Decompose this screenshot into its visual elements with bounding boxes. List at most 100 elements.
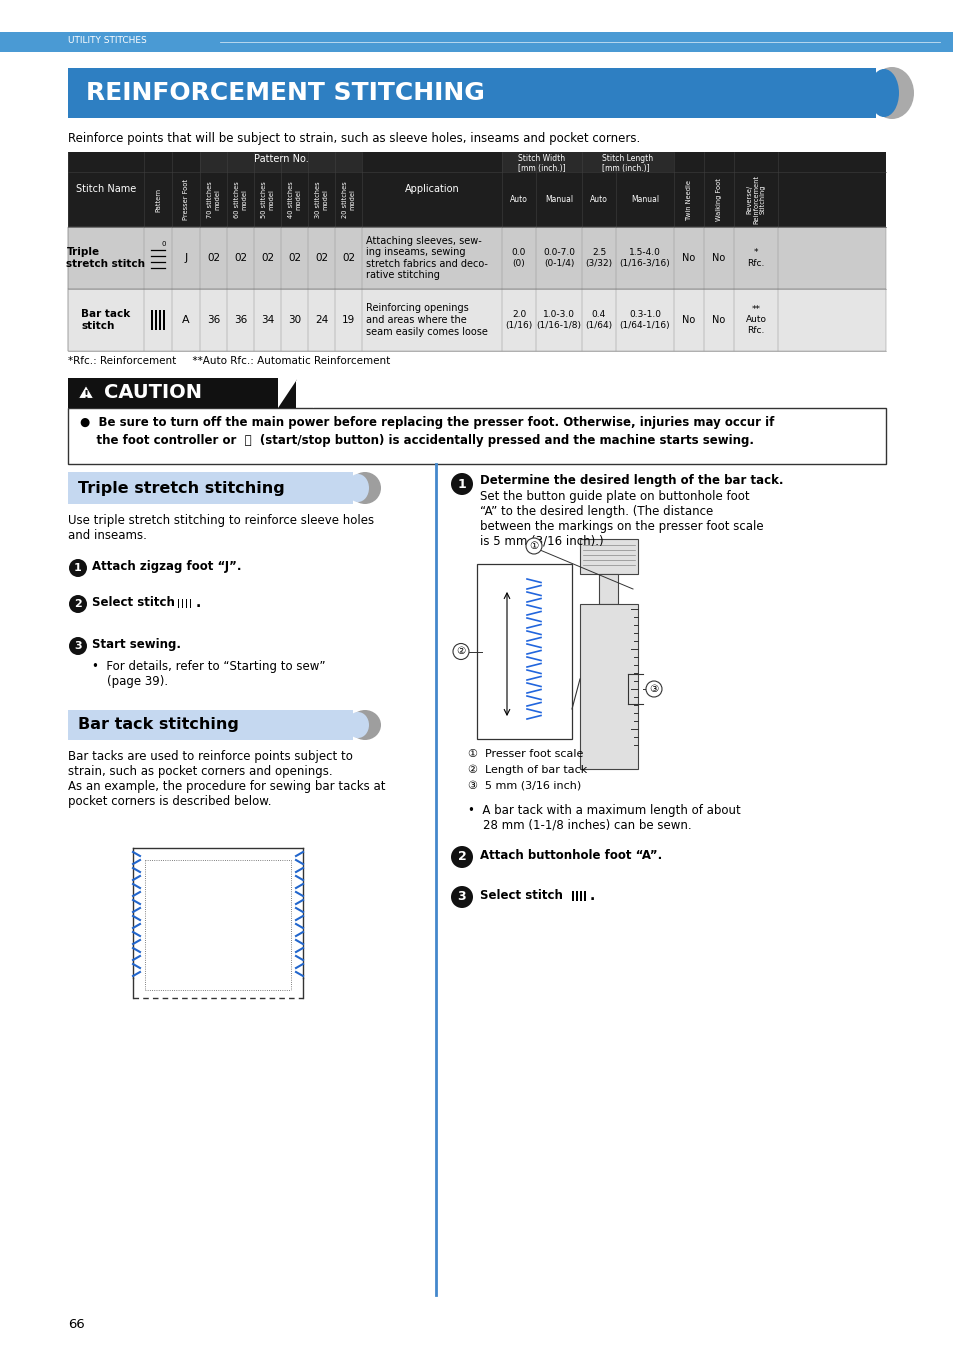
Text: J: J <box>184 253 188 263</box>
Bar <box>476 563 572 739</box>
Text: ●  Be sure to turn off the main power before replacing the presser foot. Otherwi: ● Be sure to turn off the main power bef… <box>80 417 774 429</box>
Text: ③  5 mm (3/16 inch): ③ 5 mm (3/16 inch) <box>468 780 580 791</box>
Bar <box>68 226 885 288</box>
Bar <box>200 152 361 173</box>
Text: Triple stretch stitching: Triple stretch stitching <box>78 480 284 496</box>
Text: 1.0-3.0
(1/16-1/8): 1.0-3.0 (1/16-1/8) <box>536 310 581 330</box>
Text: 1.5-4.0
(1/16-3/16): 1.5-4.0 (1/16-3/16) <box>619 248 670 268</box>
Text: 30: 30 <box>288 315 301 325</box>
Text: ③: ③ <box>649 683 658 694</box>
Bar <box>598 574 618 604</box>
Bar <box>178 599 179 608</box>
Bar <box>579 604 638 768</box>
Bar <box>0 32 953 53</box>
Bar <box>68 377 277 408</box>
Text: 20 stitches
model: 20 stitches model <box>341 181 355 218</box>
Bar <box>576 891 578 900</box>
Bar <box>151 310 152 330</box>
Text: Pattern No.: Pattern No. <box>253 154 308 164</box>
Text: 1: 1 <box>457 477 466 491</box>
Text: •  For details, refer to “Starting to sew”
    (page 39).: • For details, refer to “Starting to sew… <box>91 661 325 687</box>
Text: ②: ② <box>456 647 465 656</box>
Text: !: ! <box>83 390 89 400</box>
Circle shape <box>69 594 87 613</box>
Text: REINFORCEMENT STITCHING: REINFORCEMENT STITCHING <box>86 81 484 105</box>
Text: Presser Foot: Presser Foot <box>183 179 189 220</box>
Text: No: No <box>712 253 725 263</box>
Text: •  A bar tack with a maximum length of about
    28 mm (1-1/8 inches) can be sew: • A bar tack with a maximum length of ab… <box>468 803 740 832</box>
Text: ①  Presser foot scale: ① Presser foot scale <box>468 749 583 759</box>
Circle shape <box>453 643 469 659</box>
Text: 36: 36 <box>233 315 247 325</box>
Text: Reinforcing openings
and areas where the
seam easily comes loose: Reinforcing openings and areas where the… <box>366 303 487 337</box>
Bar <box>186 599 188 608</box>
Bar <box>583 891 585 900</box>
Text: 0.0
(0): 0.0 (0) <box>511 248 526 268</box>
Text: 70 stitches
model: 70 stitches model <box>207 181 220 218</box>
Text: Bar tack
stitch: Bar tack stitch <box>81 309 131 330</box>
Polygon shape <box>78 386 93 399</box>
Ellipse shape <box>347 712 369 737</box>
Text: A: A <box>182 315 190 325</box>
Bar <box>190 599 192 608</box>
Circle shape <box>645 681 661 697</box>
Text: 0.4
(1/64): 0.4 (1/64) <box>585 310 612 330</box>
Text: 02: 02 <box>261 253 274 263</box>
Text: *Rfc.: Reinforcement     **Auto Rfc.: Automatic Reinforcement: *Rfc.: Reinforcement **Auto Rfc.: Automa… <box>68 356 390 367</box>
Text: 1: 1 <box>74 563 82 573</box>
Text: 02: 02 <box>207 253 220 263</box>
Ellipse shape <box>869 67 913 119</box>
Bar <box>572 891 574 900</box>
Text: 2.0
(1/16): 2.0 (1/16) <box>505 310 532 330</box>
Text: Auto: Auto <box>590 195 607 204</box>
Bar <box>68 472 353 504</box>
Text: Stitch Length
[mm (inch.)]: Stitch Length [mm (inch.)] <box>601 154 653 174</box>
Text: 2: 2 <box>457 851 466 864</box>
Text: 24: 24 <box>314 315 328 325</box>
Text: Triple
stretch stitch: Triple stretch stitch <box>67 247 146 268</box>
Text: Attach buttonhole foot “A”.: Attach buttonhole foot “A”. <box>479 849 661 861</box>
Circle shape <box>69 559 87 577</box>
Text: Bar tacks are used to reinforce points subject to
strain, such as pocket corners: Bar tacks are used to reinforce points s… <box>68 749 385 807</box>
Text: ①: ① <box>529 541 538 551</box>
Circle shape <box>525 538 541 554</box>
Text: Application: Application <box>404 185 459 194</box>
Text: .: . <box>195 596 201 611</box>
Text: Walking Foot: Walking Foot <box>716 178 721 221</box>
Ellipse shape <box>349 710 380 740</box>
Text: **
Auto
Rfc.: ** Auto Rfc. <box>744 305 765 334</box>
Text: 66: 66 <box>68 1318 85 1330</box>
Text: 02: 02 <box>341 253 355 263</box>
Circle shape <box>451 473 473 495</box>
Text: Use triple stretch stitching to reinforce sleeve holes
and inseams.: Use triple stretch stitching to reinforc… <box>68 514 374 542</box>
Bar <box>159 310 161 330</box>
Bar <box>579 539 638 574</box>
Text: 3: 3 <box>457 891 466 903</box>
Text: Stitch Name: Stitch Name <box>76 185 136 194</box>
Text: Reverse/
Reinforcement
Stitching: Reverse/ Reinforcement Stitching <box>745 175 765 224</box>
Text: 2: 2 <box>74 599 82 609</box>
Bar <box>579 891 581 900</box>
Text: 50 stitches
model: 50 stitches model <box>261 181 274 218</box>
Text: No: No <box>712 315 725 325</box>
Text: 40 stitches
model: 40 stitches model <box>288 181 301 218</box>
Text: 2.5
(3/32): 2.5 (3/32) <box>585 248 612 268</box>
Bar <box>581 152 673 173</box>
Bar <box>68 67 875 119</box>
Bar <box>68 710 353 740</box>
Text: 34: 34 <box>260 315 274 325</box>
Bar <box>154 310 157 330</box>
Text: No: No <box>681 315 695 325</box>
Text: 30 stitches
model: 30 stitches model <box>314 181 328 218</box>
Bar <box>68 152 885 226</box>
Text: Select stitch: Select stitch <box>479 888 562 902</box>
Bar <box>182 599 183 608</box>
Text: Attaching sleeves, sew-
ing inseams, sewing
stretch fabrics and deco-
rative sti: Attaching sleeves, sew- ing inseams, sew… <box>366 236 487 280</box>
Bar <box>501 152 581 173</box>
Polygon shape <box>277 377 297 408</box>
Text: Auto: Auto <box>510 195 527 204</box>
Circle shape <box>69 638 87 655</box>
Text: Select stitch: Select stitch <box>91 596 174 609</box>
Bar <box>68 377 295 408</box>
Text: 0.0-7.0
(0-1/4): 0.0-7.0 (0-1/4) <box>542 248 575 268</box>
